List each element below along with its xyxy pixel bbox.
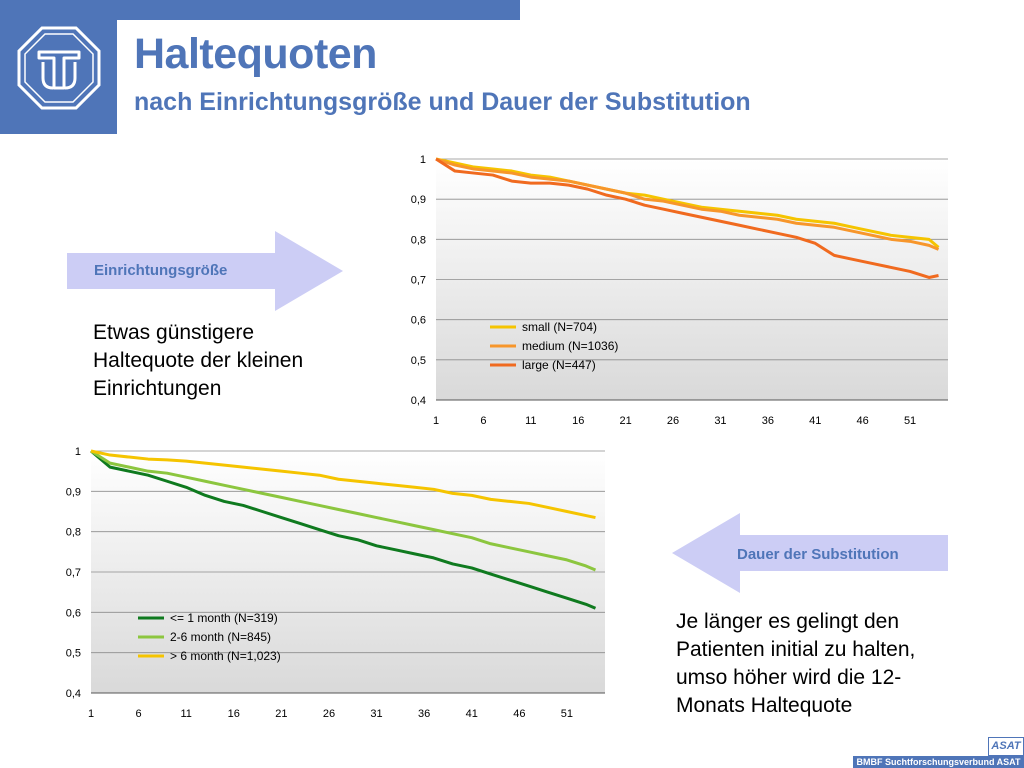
x-tick-label: 46: [857, 415, 869, 427]
right-arrow-icon: [67, 231, 343, 311]
arrow-label-duration: Dauer der Substitution: [737, 546, 899, 563]
arrow-label-size: Einrichtungsgröße: [94, 262, 228, 279]
asat-badge: ASAT: [988, 737, 1024, 756]
x-tick-label: 41: [466, 708, 478, 720]
y-tick-label: 1: [420, 154, 426, 166]
series-line: [90, 449, 596, 520]
x-tick-label: 1: [88, 708, 94, 720]
size-note-line: Einrichtungen: [93, 377, 222, 400]
legend-label: small (N=704): [522, 320, 597, 334]
y-tick-label: 0,6: [66, 607, 81, 619]
legend-label: medium (N=1036): [522, 339, 618, 353]
y-tick-label: 0,7: [66, 567, 81, 579]
top-accent-bar: [0, 0, 520, 20]
size-note-line: Etwas günstigere: [93, 321, 255, 344]
y-tick-label: 0,6: [411, 315, 426, 327]
y-tick-label: 0,8: [411, 234, 426, 246]
size-note-line: Haltequote der kleinen: [93, 349, 304, 372]
y-tick-label: 1: [75, 446, 81, 458]
x-tick-label: 21: [275, 708, 287, 720]
university-logo: [0, 20, 117, 134]
y-tick-label: 0,5: [66, 648, 81, 660]
x-tick-label: 31: [714, 415, 726, 427]
y-tick-label: 0,9: [66, 486, 81, 498]
x-tick-label: 16: [228, 708, 240, 720]
x-tick-label: 11: [525, 415, 536, 427]
x-tick-label: 31: [370, 708, 382, 720]
chart-facility-size: 0,40,50,60,70,80,911 6 11 16 21 26 31 36 41 46 51s…: [411, 154, 948, 427]
series-line: [90, 449, 597, 572]
x-tick-label: 46: [513, 708, 525, 720]
size-note: Etwas günstigere Haltequote der kleinen …: [93, 319, 303, 403]
x-tick-label: 11: [180, 708, 191, 720]
y-tick-label: 0,4: [66, 688, 81, 700]
series-line: [435, 157, 939, 279]
x-tick-label: 26: [323, 708, 335, 720]
x-tick-label: 41: [809, 415, 821, 427]
page-title: Haltequoten: [134, 30, 377, 78]
x-tick-label: 51: [904, 415, 916, 427]
series-line: [435, 157, 940, 249]
series-line: [90, 449, 597, 610]
x-tick-label: 6: [136, 708, 142, 720]
page-subtitle: nach Einrichtungsgröße und Dauer der Sub…: [134, 88, 751, 116]
x-tick-label: 51: [561, 708, 573, 720]
y-tick-label: 0,7: [411, 275, 426, 287]
legend-label: <= 1 month (N=319): [170, 611, 278, 625]
tu-logo-icon: [17, 26, 101, 110]
x-tick-label: 1: [433, 415, 439, 427]
duration-note-line: Je länger es gelingt den: [676, 610, 899, 633]
y-tick-label: 0,9: [411, 194, 426, 206]
legend-label: > 6 month (N=1,023): [170, 649, 281, 663]
x-tick-label: 6: [480, 415, 486, 427]
legend-label: 2-6 month (N=845): [170, 630, 271, 644]
duration-note-line: Patienten initial zu halten,: [676, 638, 916, 661]
footer-bar: BMBF Suchtforschungsverbund ASAT: [853, 756, 1024, 768]
y-tick-label: 0,4: [411, 395, 426, 407]
duration-note: Je länger es gelingt den Patienten initi…: [676, 608, 915, 720]
duration-note-line: umso höher wird die 12-: [676, 666, 902, 689]
left-arrow-icon: [672, 513, 948, 593]
legend-label: large (N=447): [522, 358, 596, 372]
y-tick-label: 0,8: [66, 527, 81, 539]
x-tick-label: 26: [667, 415, 679, 427]
chart-substitution-duration: 0,40,50,60,70,80,911 6 11 16 21 26 31 36 41 46 51<…: [66, 446, 605, 720]
x-tick-label: 36: [418, 708, 430, 720]
x-tick-label: 21: [620, 415, 632, 427]
duration-note-line: Monats Haltequote: [676, 694, 853, 717]
y-tick-label: 0,5: [411, 355, 426, 367]
series-line: [435, 157, 940, 251]
x-tick-label: 16: [572, 415, 584, 427]
x-tick-label: 36: [762, 415, 774, 427]
